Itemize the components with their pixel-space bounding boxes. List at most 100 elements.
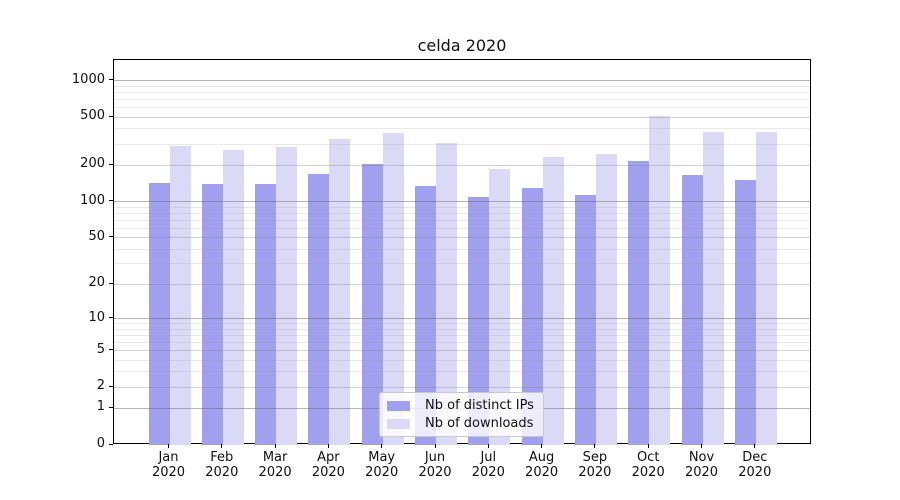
bar-distinct-ips-aug (521, 187, 543, 445)
x-tick-month-text: Dec (742, 450, 768, 465)
x-tick-label-may: May 2020 (355, 450, 409, 480)
x-tick-month-text: Mar (262, 450, 288, 465)
bar-distinct-ips-nov (681, 174, 703, 445)
bar-downloads-oct (649, 115, 671, 445)
gridline-50 (114, 237, 810, 239)
x-tick-year-text: 2020 (151, 465, 186, 480)
x-tick-year-text: 2020 (631, 465, 665, 480)
bar-downloads-mar (276, 146, 298, 445)
x-tick-mark-apr (327, 444, 329, 448)
y-tick-label-10: 10 (88, 309, 105, 325)
bar-distinct-ips-oct (628, 161, 650, 445)
x-tick-label-jun: Jun 2020 (408, 450, 462, 480)
x-tick-mark-feb (221, 444, 223, 448)
gridline-90 (114, 206, 810, 208)
y-tick-label-2: 2 (96, 378, 105, 394)
gridline-200 (114, 164, 810, 166)
y-tick-label-100: 100 (80, 192, 105, 208)
bar-downloads-aug (542, 156, 564, 445)
gridline-800 (114, 91, 810, 93)
gridline-4 (114, 359, 810, 361)
x-tick-mark-nov (701, 444, 702, 448)
x-tick-label-jul: Jul 2020 (461, 450, 515, 480)
x-tick-month-text: Oct (636, 450, 660, 465)
x-tick-mark-sep (594, 444, 596, 448)
bar-downloads-nov (702, 132, 724, 445)
x-tick-mark-jan (168, 444, 169, 448)
y-tick-mark-5 (109, 349, 113, 351)
legend-item-distinct-ips: Nb of distinct IPs (387, 397, 536, 415)
gridline-80 (114, 212, 810, 214)
y-tick-mark-100 (109, 200, 113, 202)
x-tick-label-mar: Mar 2020 (248, 450, 302, 480)
y-tick-label-20: 20 (88, 275, 105, 291)
x-tick-year-text: 2020 (365, 465, 399, 480)
gridline-60 (114, 227, 810, 229)
x-tick-year-text: 2020 (418, 465, 452, 480)
legend-swatch-distinct-ips-icon (387, 400, 410, 411)
x-tick-month-text: Nov (688, 450, 715, 465)
x-tick-mark-dec (754, 444, 756, 448)
gridline-1000 (114, 80, 810, 82)
gridline-900 (114, 85, 810, 87)
bar-downloads-jun (436, 142, 457, 445)
x-tick-year-text: 2020 (311, 465, 345, 480)
gridline-3 (114, 371, 810, 373)
y-tick-mark-0 (109, 443, 113, 445)
gridline-70 (114, 219, 810, 221)
y-tick-mark-20 (109, 282, 113, 284)
gridline-6 (114, 341, 810, 343)
y-tick-label-500: 500 (80, 108, 105, 124)
y-tick-mark-500 (109, 115, 113, 117)
x-tick-mark-mar (274, 444, 276, 448)
legend: Nb of distinct IPs Nb of downloads (379, 392, 544, 437)
gridline-7 (114, 334, 810, 336)
x-tick-month-text: Jul (480, 450, 497, 465)
x-tick-year-text: 2020 (525, 465, 559, 480)
legend-label-downloads: Nb of downloads (425, 416, 534, 431)
y-tick-mark-2 (109, 385, 113, 387)
gridline-10 (114, 318, 810, 320)
gridline-700 (114, 99, 810, 101)
x-tick-mark-aug (541, 444, 543, 448)
gridline-300 (114, 143, 810, 145)
x-tick-year-text: 2020 (471, 465, 505, 480)
bar-distinct-ips-apr (308, 173, 330, 445)
bar-distinct-ips-jan (148, 183, 170, 445)
gridline-100 (114, 201, 810, 203)
gridline-30 (114, 263, 810, 265)
y-tick-label-50: 50 (88, 228, 105, 244)
bar-downloads-sep (595, 154, 617, 445)
bar-downloads-may (382, 133, 404, 445)
y-tick-label-1: 1 (96, 399, 105, 415)
x-tick-label-aug: Aug 2020 (515, 450, 569, 480)
y-tick-mark-200 (109, 163, 113, 165)
legend-item-downloads: Nb of downloads (387, 415, 536, 433)
x-tick-month-text: Sep (582, 450, 608, 465)
gridline-5 (114, 350, 810, 352)
gridline-40 (114, 248, 810, 250)
x-tick-month-text: May (368, 450, 396, 465)
gridline-9 (114, 323, 810, 325)
x-tick-mark-jun (434, 444, 436, 448)
x-tick-year-text: 2020 (738, 465, 772, 480)
y-tick-mark-50 (109, 236, 113, 238)
y-tick-label-5: 5 (96, 341, 105, 357)
chart-title: celda 2020 (417, 36, 507, 55)
bar-downloads-dec (755, 132, 777, 445)
bar-distinct-ips-feb (201, 184, 223, 445)
bar-downloads-jan (169, 145, 191, 445)
bar-distinct-ips-jun (415, 185, 436, 445)
x-tick-month-text: Jun (424, 450, 446, 465)
x-tick-label-jan: Jan 2020 (142, 450, 196, 480)
y-tick-label-1000: 1000 (71, 71, 105, 87)
bar-distinct-ips-mar (255, 183, 277, 445)
x-tick-month-text: Aug (528, 450, 555, 465)
gridline-20 (114, 283, 810, 285)
gridline-600 (114, 107, 810, 109)
x-tick-year-text: 2020 (258, 465, 292, 480)
x-tick-label-nov: Nov 2020 (675, 450, 729, 480)
bar-downloads-feb (222, 150, 244, 445)
bar-distinct-ips-dec (734, 180, 756, 445)
